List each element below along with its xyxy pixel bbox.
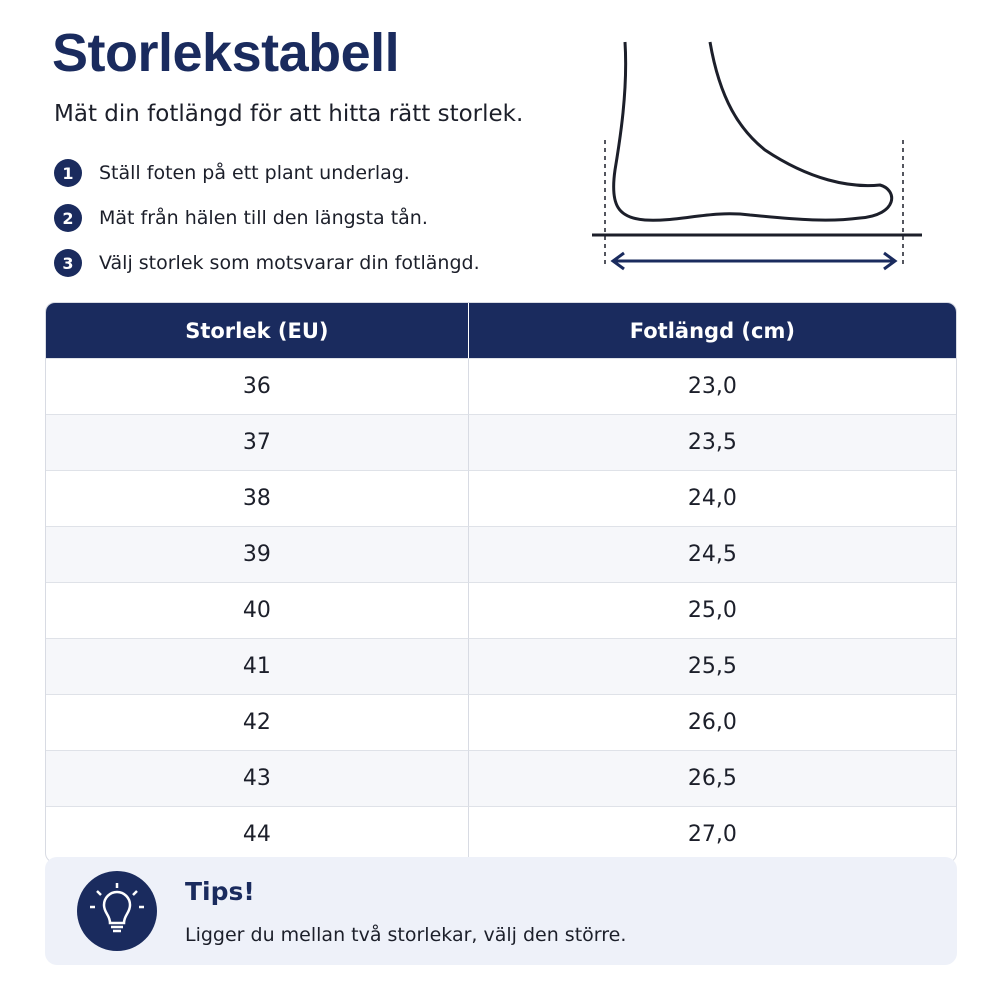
step: 2 Mät från hälen till den längsta tån. xyxy=(54,203,428,233)
table-row: 40 25,0 xyxy=(46,582,956,638)
table-row: 41 25,5 xyxy=(46,638,956,694)
step-number: 2 xyxy=(54,204,82,232)
table-cell: 44 xyxy=(46,806,468,862)
size-table: Storlek (EU) Fotlängd (cm) 36 23,0 37 23,5 38 2… xyxy=(45,302,957,863)
table-cell: 38 xyxy=(46,470,468,526)
table-cell: 24,5 xyxy=(467,526,956,582)
table-cell: 41 xyxy=(46,638,468,694)
tip-box: Tips! Ligger du mellan två storlekar, vä… xyxy=(45,857,957,965)
subtitle: Mät din fotlängd för att hitta rätt stor… xyxy=(54,101,524,127)
title: Storlekstabell xyxy=(52,23,400,83)
foot-illustration xyxy=(592,41,922,271)
step-number: 1 xyxy=(54,159,82,187)
tip-text: Ligger du mellan två storlekar, välj den… xyxy=(185,924,627,946)
table-row: 44 27,0 xyxy=(46,806,956,862)
step-text: Ställ foten på ett plant underlag. xyxy=(99,162,410,184)
table-cell: 40 xyxy=(46,582,468,638)
table-cell: 42 xyxy=(46,694,468,750)
lightbulb-icon xyxy=(77,871,157,951)
table-cell: 37 xyxy=(46,414,468,470)
table-row: 37 23,5 xyxy=(46,414,956,470)
table-cell: 23,5 xyxy=(467,414,956,470)
table-cell: 39 xyxy=(46,526,468,582)
table-cell: 25,5 xyxy=(467,638,956,694)
table-row: 39 24,5 xyxy=(46,526,956,582)
table-cell: 24,0 xyxy=(467,470,956,526)
step-text: Mät från hälen till den längsta tån. xyxy=(99,207,428,229)
table-cell: 23,0 xyxy=(467,358,956,414)
table-cell: 36 xyxy=(46,358,468,414)
table-cell: 25,0 xyxy=(467,582,956,638)
table-cell: 43 xyxy=(46,750,468,806)
table-row: 36 23,0 xyxy=(46,358,956,414)
tip-title: Tips! xyxy=(185,877,255,906)
table-row: 38 24,0 xyxy=(46,470,956,526)
table-cell: 27,0 xyxy=(467,806,956,862)
column-header: Storlek (EU) xyxy=(46,303,468,358)
table-row: 42 26,0 xyxy=(46,694,956,750)
step: 1 Ställ foten på ett plant underlag. xyxy=(54,158,410,188)
step-text: Välj storlek som motsvarar din fotlängd. xyxy=(99,252,480,274)
step-number: 3 xyxy=(54,249,82,277)
step: 3 Välj storlek som motsvarar din fotlängd… xyxy=(54,248,480,278)
table-cell: 26,0 xyxy=(467,694,956,750)
column-header: Fotlängd (cm) xyxy=(467,303,956,358)
table-cell: 26,5 xyxy=(467,750,956,806)
table-row: 43 26,5 xyxy=(46,750,956,806)
